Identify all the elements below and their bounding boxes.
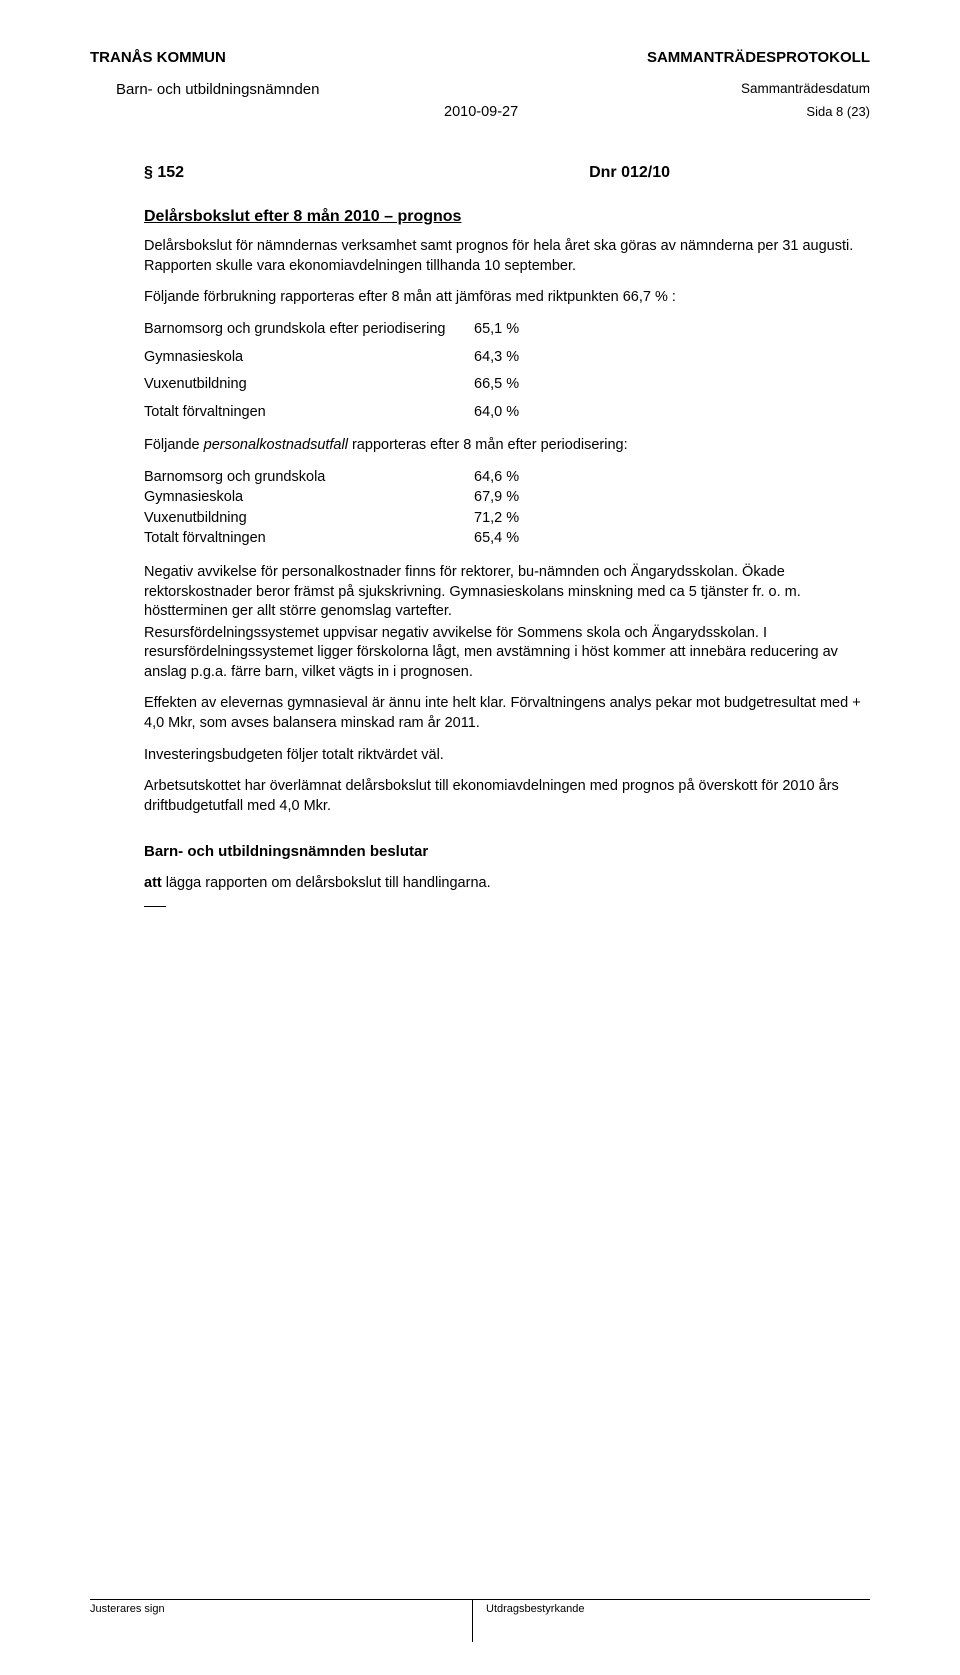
body-paragraph-4: Investeringsbudgeten följer totalt riktv… bbox=[144, 746, 870, 766]
row-label: Totalt förvaltningen bbox=[144, 403, 474, 423]
meeting-date: 2010-09-27 bbox=[444, 103, 518, 123]
row-value: 71,2 % bbox=[474, 509, 519, 529]
table-row: Gymnasieskola 67,9 % bbox=[144, 488, 870, 508]
body-paragraph-1: Negativ avvikelse för personalkostnader … bbox=[144, 563, 870, 622]
table-row: Gymnasieskola 64,3 % bbox=[144, 348, 870, 368]
row-value: 64,0 % bbox=[474, 403, 519, 423]
section-number: § 152 bbox=[144, 164, 184, 181]
document-title: Delårsbokslut efter 8 mån 2010 – prognos bbox=[144, 206, 870, 228]
committee-name: Barn- och utbildningsnämnden bbox=[116, 80, 319, 100]
table-row: Totalt förvaltningen 65,4 % bbox=[144, 529, 870, 549]
body-paragraph-3: Effekten av elevernas gymnasieval är änn… bbox=[144, 694, 870, 733]
row-label: Barnomsorg och grundskola bbox=[144, 468, 474, 488]
doc-type: SAMMANTRÄDESPROTOKOLL bbox=[647, 48, 870, 68]
row-value: 65,4 % bbox=[474, 529, 519, 549]
decision-att-bold: att bbox=[144, 875, 162, 891]
personnel-table: Barnomsorg och grundskola 64,6 % Gymnasi… bbox=[144, 468, 870, 549]
intro-paragraph-1: Delårsbokslut för nämndernas verksamhet … bbox=[144, 237, 870, 276]
row-label: Vuxenutbildning bbox=[144, 375, 474, 395]
page-number: Sida 8 (23) bbox=[806, 103, 870, 123]
row-value: 64,6 % bbox=[474, 468, 519, 488]
row-value: 66,5 % bbox=[474, 375, 519, 395]
personnel-intro-suffix: rapporteras efter 8 mån efter periodiser… bbox=[348, 437, 628, 453]
org-name: TRANÅS KOMMUN bbox=[90, 48, 226, 68]
personnel-intro-italic: personalkostnadsutfall bbox=[204, 437, 348, 453]
decision-att-text: lägga rapporten om delårsbokslut till ha… bbox=[162, 875, 491, 891]
body-paragraph-5: Arbetsutskottet har överlämnat delårsbok… bbox=[144, 777, 870, 816]
dnr-number: Dnr 012/10 bbox=[589, 162, 670, 184]
row-label: Totalt förvaltningen bbox=[144, 529, 474, 549]
table-row: Vuxenutbildning 66,5 % bbox=[144, 375, 870, 395]
personnel-intro-prefix: Följande bbox=[144, 437, 204, 453]
decision-heading: Barn- och utbildningsnämnden beslutar bbox=[144, 842, 870, 862]
row-label: Barnomsorg och grundskola efter periodis… bbox=[144, 320, 474, 340]
intro-paragraph-2: Följande förbrukning rapporteras efter 8… bbox=[144, 288, 870, 308]
body-paragraph-2: Resursfördelningssystemet uppvisar negat… bbox=[144, 624, 870, 683]
table-row: Barnomsorg och grundskola 64,6 % bbox=[144, 468, 870, 488]
footer-left-label: Justerares sign bbox=[90, 1602, 165, 1639]
personnel-intro: Följande personalkostnadsutfall rapporte… bbox=[144, 436, 870, 456]
table-row: Barnomsorg och grundskola efter periodis… bbox=[144, 320, 870, 340]
row-value: 64,3 % bbox=[474, 348, 519, 368]
footer-right-label: Utdragsbestyrkande bbox=[486, 1602, 584, 1617]
table-row: Totalt förvaltningen 64,0 % bbox=[144, 403, 870, 423]
footer-divider bbox=[472, 1600, 473, 1642]
section-heading: § 152 Dnr 012/10 bbox=[144, 162, 870, 184]
row-label: Gymnasieskola bbox=[144, 488, 474, 508]
row-value: 67,9 % bbox=[474, 488, 519, 508]
row-label: Vuxenutbildning bbox=[144, 509, 474, 529]
row-label: Gymnasieskola bbox=[144, 348, 474, 368]
consumption-table: Barnomsorg och grundskola efter periodis… bbox=[144, 320, 870, 422]
decision-text: att lägga rapporten om delårsbokslut til… bbox=[144, 874, 870, 894]
date-label: Sammanträdesdatum bbox=[741, 80, 870, 100]
table-row: Vuxenutbildning 71,2 % bbox=[144, 509, 870, 529]
row-value: 65,1 % bbox=[474, 320, 519, 340]
page-footer: Justerares sign Utdragsbestyrkande bbox=[90, 1599, 870, 1639]
short-rule bbox=[144, 906, 166, 907]
